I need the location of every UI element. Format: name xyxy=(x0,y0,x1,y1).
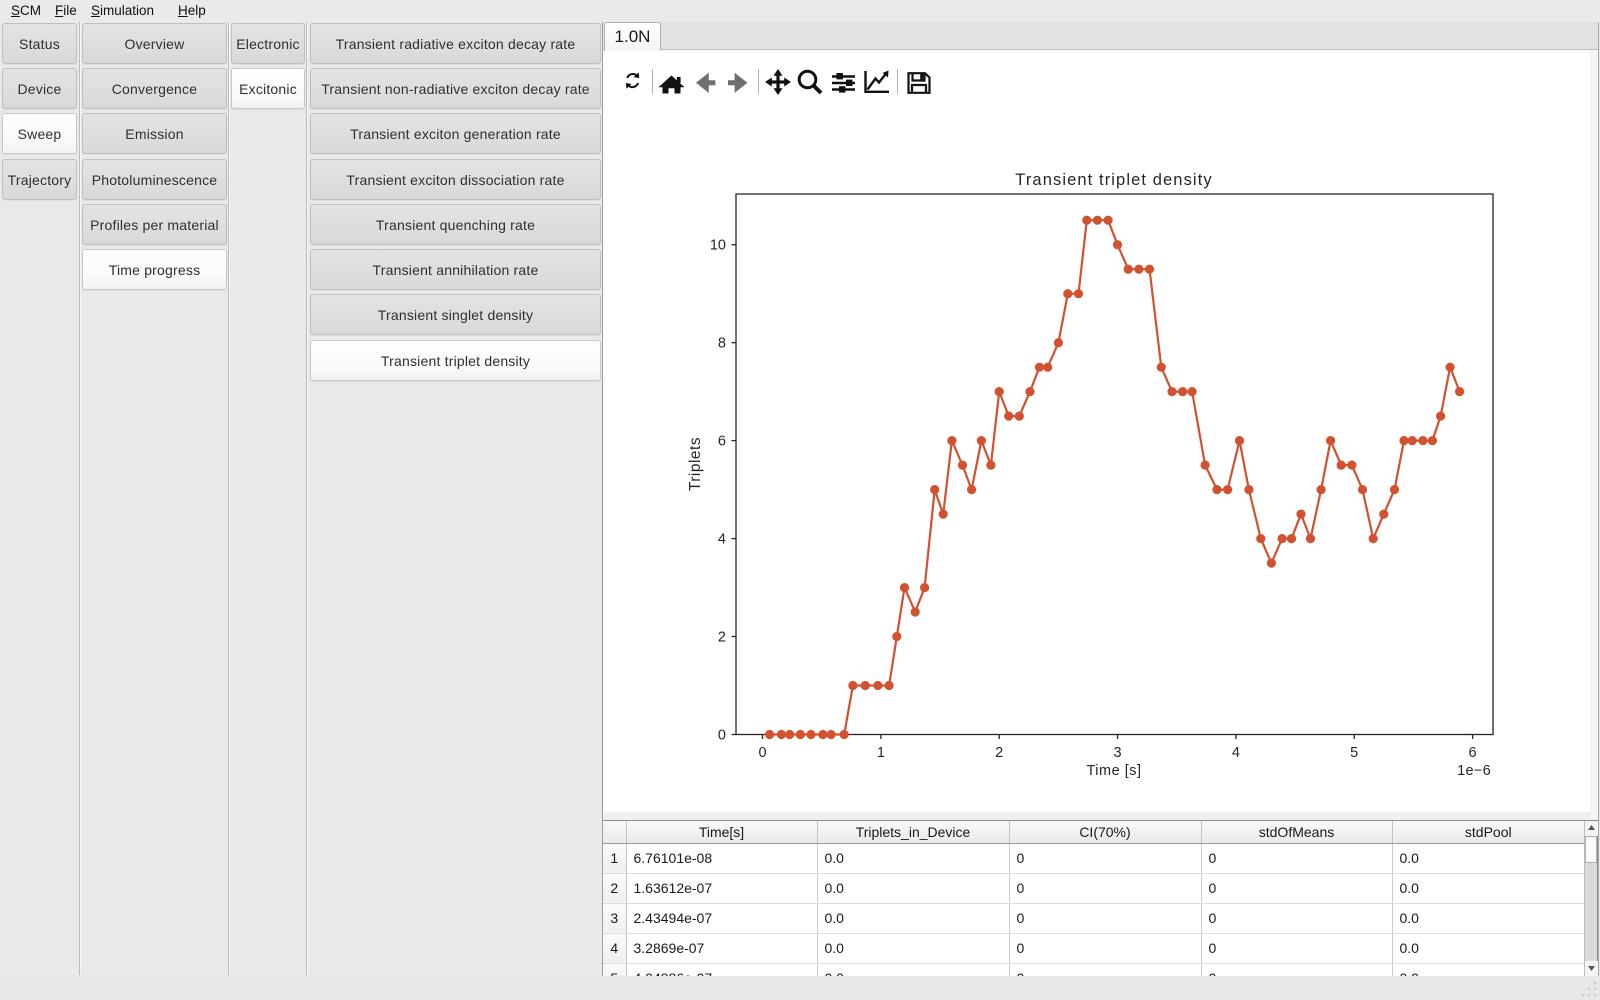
svg-text:1: 1 xyxy=(877,745,885,761)
svg-text:2: 2 xyxy=(718,630,726,646)
svg-text:3: 3 xyxy=(1113,745,1121,761)
svg-text:2: 2 xyxy=(995,745,1003,761)
svg-text:6: 6 xyxy=(718,434,726,450)
svg-text:10: 10 xyxy=(710,238,726,254)
svg-text:0: 0 xyxy=(718,728,726,744)
svg-text:6: 6 xyxy=(1469,745,1477,761)
svg-text:Transient triplet density: Transient triplet density xyxy=(1015,171,1212,189)
svg-text:Triplets: Triplets xyxy=(687,437,704,491)
svg-text:0: 0 xyxy=(758,745,766,761)
svg-text:5: 5 xyxy=(1350,745,1358,761)
svg-text:Time [s]: Time [s] xyxy=(1086,763,1141,779)
svg-text:4: 4 xyxy=(1232,745,1240,761)
svg-text:8: 8 xyxy=(718,336,726,352)
svg-text:1e−6: 1e−6 xyxy=(1457,763,1491,779)
svg-text:4: 4 xyxy=(718,532,726,548)
